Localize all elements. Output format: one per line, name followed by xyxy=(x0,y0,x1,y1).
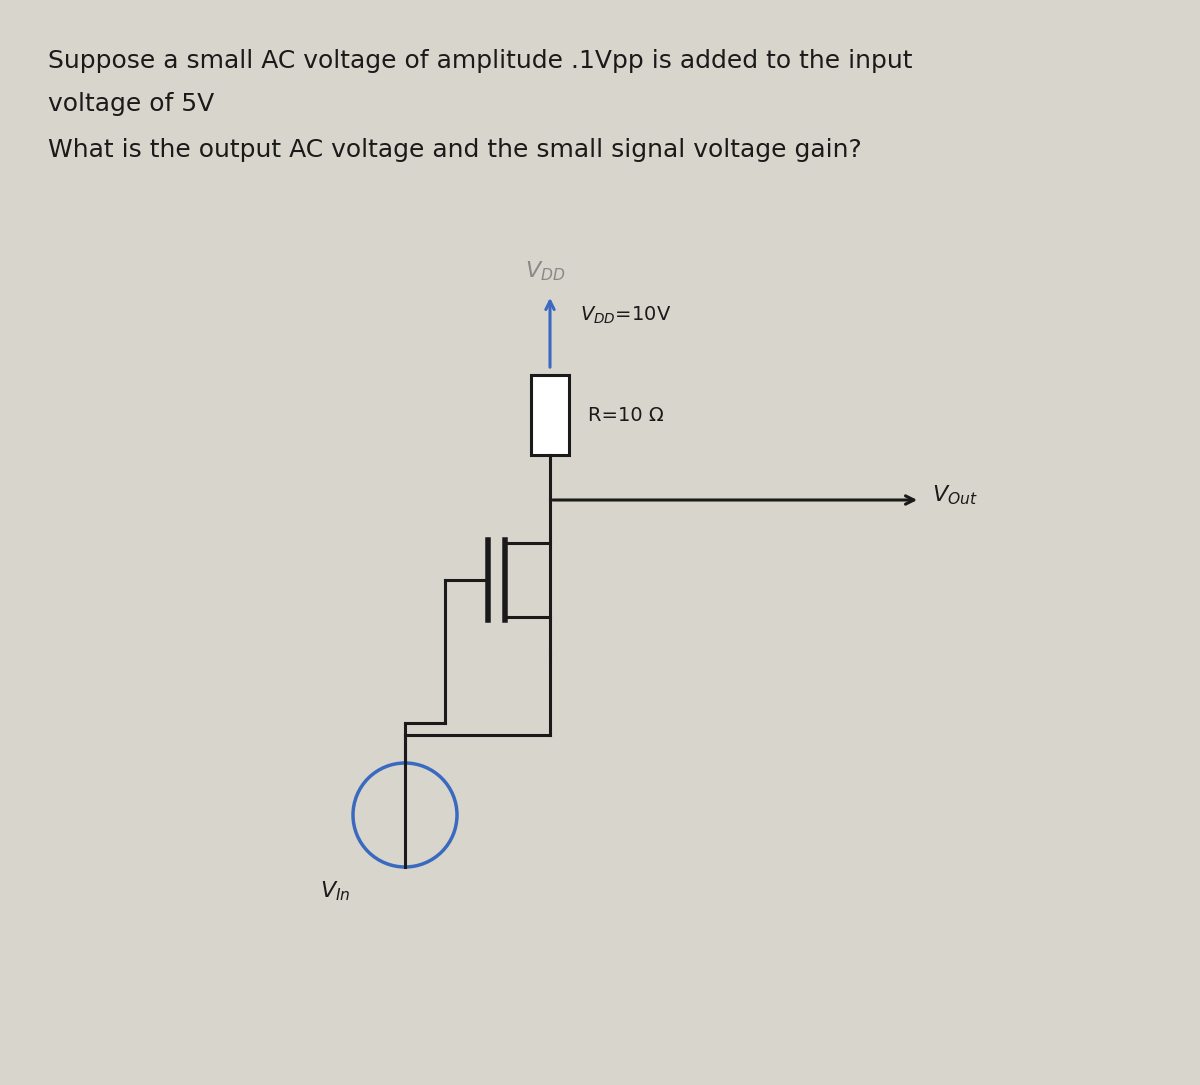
Text: R=10 Ω: R=10 Ω xyxy=(588,406,664,424)
Text: Suppose a small AC voltage of amplitude .1Vpp is added to the input: Suppose a small AC voltage of amplitude … xyxy=(48,49,912,73)
Text: $V_{Out}$: $V_{Out}$ xyxy=(932,483,978,507)
Text: $V_{In}$: $V_{In}$ xyxy=(319,879,350,903)
Text: $V_{DD}$=10V: $V_{DD}$=10V xyxy=(580,305,671,327)
Bar xyxy=(530,375,569,455)
Text: $V_{DD}$: $V_{DD}$ xyxy=(524,259,565,283)
Text: voltage of 5V: voltage of 5V xyxy=(48,92,215,116)
Text: What is the output AC voltage and the small signal voltage gain?: What is the output AC voltage and the sm… xyxy=(48,138,862,162)
